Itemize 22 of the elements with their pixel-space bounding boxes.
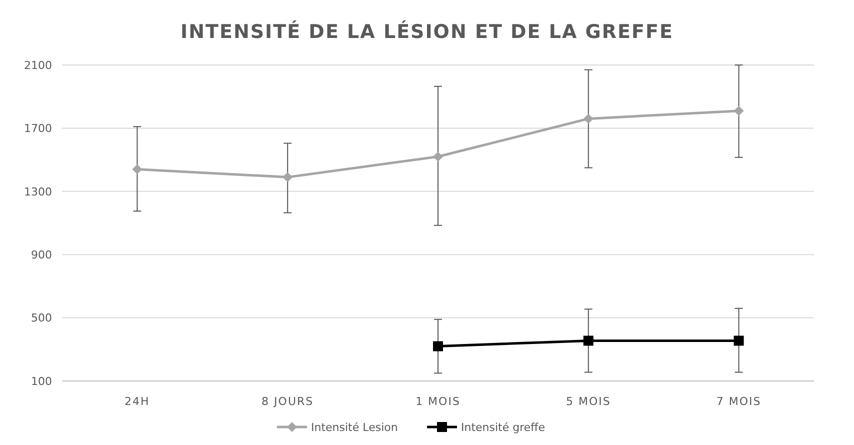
chart-title: INTENSITÉ DE LA LÉSION ET DE LA GREFFE bbox=[180, 20, 674, 43]
y-tick-label: 100 bbox=[31, 374, 52, 388]
point bbox=[132, 164, 142, 174]
point bbox=[583, 114, 594, 124]
point bbox=[734, 106, 744, 116]
legend-label: Intensité Lesion bbox=[311, 420, 398, 434]
legend-label: Intensité greffe bbox=[461, 420, 546, 434]
x-tick-label: 1 MOIS bbox=[416, 395, 460, 408]
point bbox=[282, 172, 293, 182]
y-tick-label: 1700 bbox=[24, 122, 52, 136]
x-tick-label: 7 MOIS bbox=[716, 395, 762, 408]
point bbox=[734, 336, 744, 346]
x-tick-label: 8 JOURS bbox=[262, 395, 314, 408]
point bbox=[583, 336, 594, 346]
x-tick-label: 24H bbox=[124, 395, 150, 408]
y-tick-label: 900 bbox=[31, 248, 52, 262]
y-tick-label: 2100 bbox=[24, 58, 52, 72]
y-tick-label: 1300 bbox=[24, 185, 52, 198]
point bbox=[433, 341, 443, 352]
x-tick-label: 5 MOIS bbox=[566, 395, 611, 408]
point bbox=[433, 152, 443, 162]
y-tick-label: 500 bbox=[31, 312, 52, 325]
